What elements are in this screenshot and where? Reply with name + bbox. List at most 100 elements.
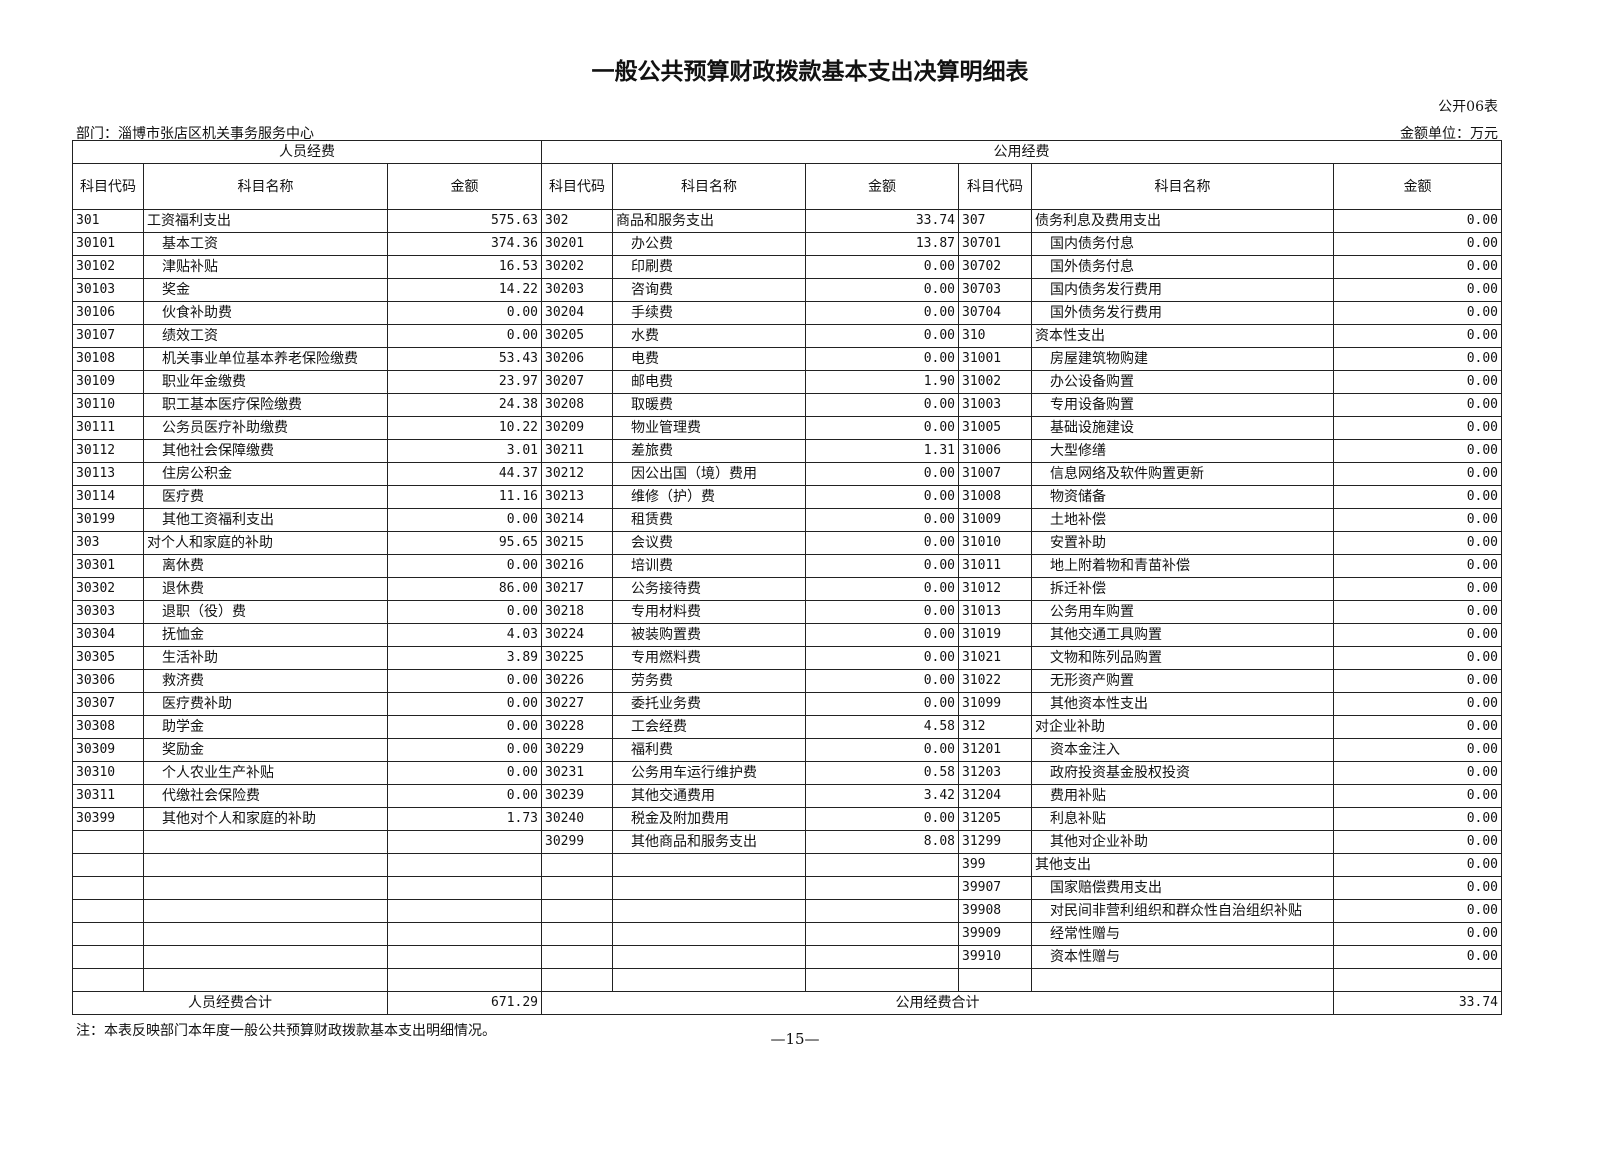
public-b-amount: 0.00 — [1333, 646, 1502, 670]
public-a-code: 30240 — [541, 807, 613, 831]
public-a-code: 30201 — [541, 232, 613, 256]
table-row: 30110 职工基本医疗保险缴费 24.38 30208 取暖费 0.00 31003 专用设… — [72, 393, 1502, 417]
public-b-code: 31002 — [958, 370, 1032, 394]
personnel-amount: 14.22 — [387, 278, 542, 302]
table-row: 30302 退休费 86.00 30217 公务接待费 0.00 31012 拆迁补偿 0.00 — [72, 577, 1502, 601]
personnel-name: 奖金 — [143, 278, 388, 302]
personnel-code: 30109 — [72, 370, 144, 394]
public-b-name: 经常性赠与 — [1031, 922, 1334, 946]
table-row: 30310 个人农业生产补贴 0.00 30231 公务用车运行维护费 0.58 31203… — [72, 761, 1502, 785]
public-b-name: 债务利息及费用支出 — [1031, 209, 1334, 233]
table-row: 30299 其他商品和服务支出 8.08 31299 其他对企业补助 0.00 — [72, 830, 1502, 854]
personnel-code: 30307 — [72, 692, 144, 716]
public-b-name: 办公设备购置 — [1031, 370, 1334, 394]
public-b-code: 312 — [958, 715, 1032, 739]
public-b-code — [958, 968, 1032, 992]
header-name: 科目名称 — [143, 163, 388, 210]
personnel-code: 30310 — [72, 761, 144, 785]
personnel-name: 退休费 — [143, 577, 388, 601]
public-a-code: 30224 — [541, 623, 613, 647]
table-row: 399 其他支出 0.00 — [72, 853, 1502, 877]
public-a-name: 公务接待费 — [612, 577, 806, 601]
public-a-name — [612, 853, 806, 877]
public-a-name: 取暖费 — [612, 393, 806, 417]
table-row: 301 工资福利支出 575.63 302 商品和服务支出 33.74 307 债务利息及费用… — [72, 209, 1502, 233]
public-a-amount: 0.00 — [805, 255, 959, 279]
public-a-code — [541, 876, 613, 900]
public-a-name: 税金及附加费用 — [612, 807, 806, 831]
personnel-name: 退职（役）费 — [143, 600, 388, 624]
public-b-amount: 0.00 — [1333, 692, 1502, 716]
public-a-name: 会议费 — [612, 531, 806, 555]
public-a-code: 302 — [541, 209, 613, 233]
public-a-amount: 0.00 — [805, 393, 959, 417]
personnel-name: 离休费 — [143, 554, 388, 578]
public-a-code — [541, 945, 613, 969]
group-public: 公用经费 — [541, 140, 1502, 164]
public-b-code: 39908 — [958, 899, 1032, 923]
public-b-name: 物资储备 — [1031, 485, 1334, 509]
public-b-code: 31006 — [958, 439, 1032, 463]
public-a-name: 其他商品和服务支出 — [612, 830, 806, 854]
public-a-amount — [805, 968, 959, 992]
public-a-code: 30299 — [541, 830, 613, 854]
public-a-code: 30202 — [541, 255, 613, 279]
personnel-code: 30112 — [72, 439, 144, 463]
public-b-name: 专用设备购置 — [1031, 393, 1334, 417]
public-a-code: 30216 — [541, 554, 613, 578]
public-a-name: 其他交通费用 — [612, 784, 806, 808]
personnel-name: 医疗费 — [143, 485, 388, 509]
public-b-name: 利息补贴 — [1031, 807, 1334, 831]
public-b-name: 国家赔偿费用支出 — [1031, 876, 1334, 900]
personnel-amount: 23.97 — [387, 370, 542, 394]
personnel-amount — [387, 899, 542, 923]
header-name: 科目名称 — [612, 163, 806, 210]
table-row: 30114 医疗费 11.16 30213 维修（护）费 0.00 31008 物资储备 0.0… — [72, 485, 1502, 509]
public-a-name: 办公费 — [612, 232, 806, 256]
public-b-code: 399 — [958, 853, 1032, 877]
personnel-code: 30308 — [72, 715, 144, 739]
public-b-name: 费用补贴 — [1031, 784, 1334, 808]
personnel-amount: 0.00 — [387, 784, 542, 808]
public-a-name: 被装购置费 — [612, 623, 806, 647]
public-a-amount: 0.00 — [805, 646, 959, 670]
public-a-amount: 0.00 — [805, 508, 959, 532]
public-b-name: 国内债务发行费用 — [1031, 278, 1334, 302]
public-a-code: 30211 — [541, 439, 613, 463]
personnel-code: 30102 — [72, 255, 144, 279]
header-amount: 金额 — [387, 163, 542, 210]
public-b-amount: 0.00 — [1333, 623, 1502, 647]
personnel-code: 30101 — [72, 232, 144, 256]
public-b-code: 31007 — [958, 462, 1032, 486]
personnel-amount: 3.89 — [387, 646, 542, 670]
personnel-code — [72, 968, 144, 992]
public-a-amount: 0.58 — [805, 761, 959, 785]
public-b-code: 31009 — [958, 508, 1032, 532]
public-a-amount: 0.00 — [805, 692, 959, 716]
public-a-amount: 3.42 — [805, 784, 959, 808]
personnel-name: 公务员医疗补助缴费 — [143, 416, 388, 440]
public-a-amount — [805, 922, 959, 946]
personnel-code: 30301 — [72, 554, 144, 578]
public-b-name: 资本性赠与 — [1031, 945, 1334, 969]
personnel-code: 30309 — [72, 738, 144, 762]
public-b-code: 30702 — [958, 255, 1032, 279]
public-b-amount: 0.00 — [1333, 876, 1502, 900]
public-b-name: 国外债务发行费用 — [1031, 301, 1334, 325]
public-b-amount: 0.00 — [1333, 209, 1502, 233]
personnel-amount: 0.00 — [387, 554, 542, 578]
header-code: 科目代码 — [541, 163, 613, 210]
public-b-amount: 0.00 — [1333, 600, 1502, 624]
public-a-amount: 0.00 — [805, 623, 959, 647]
public-b-amount: 0.00 — [1333, 278, 1502, 302]
personnel-name: 职工基本医疗保险缴费 — [143, 393, 388, 417]
public-a-code — [541, 968, 613, 992]
public-b-amount: 0.00 — [1333, 416, 1502, 440]
personnel-code: 30311 — [72, 784, 144, 808]
public-a-name: 咨询费 — [612, 278, 806, 302]
public-a-code: 30207 — [541, 370, 613, 394]
public-b-name: 拆迁补偿 — [1031, 577, 1334, 601]
personnel-code: 301 — [72, 209, 144, 233]
public-b-amount: 0.00 — [1333, 715, 1502, 739]
public-b-name: 资本性支出 — [1031, 324, 1334, 348]
